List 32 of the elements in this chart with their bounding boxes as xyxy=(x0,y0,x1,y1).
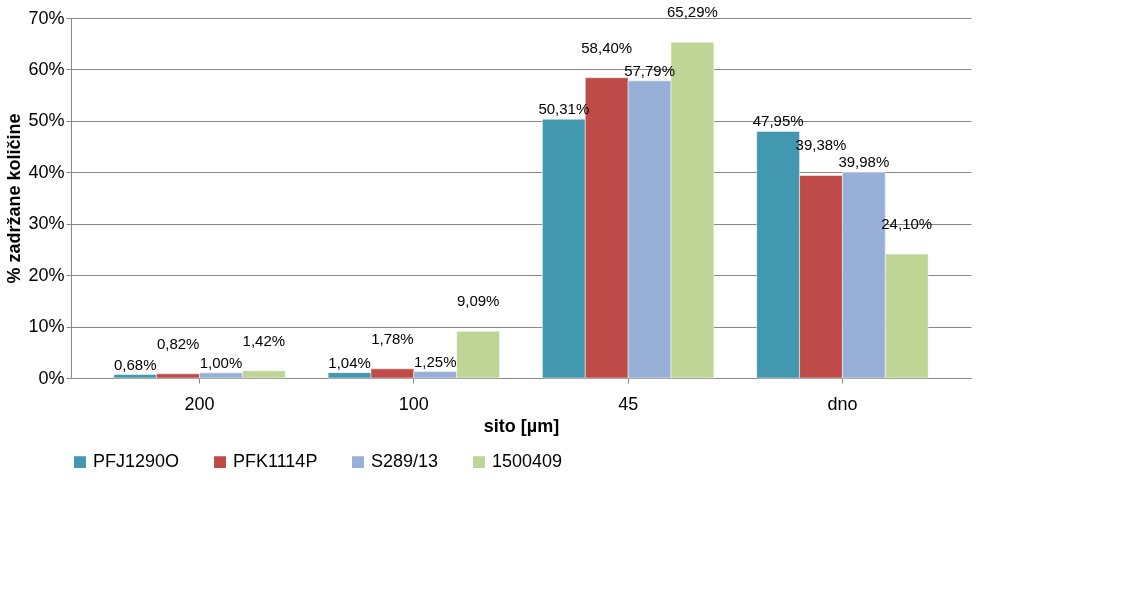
data-label: 57,79% xyxy=(624,61,676,79)
data-label: 0,68% xyxy=(114,355,157,373)
data-label: 47,95% xyxy=(752,112,804,130)
data-label: 1,00% xyxy=(199,353,243,371)
x-tick-label: 45 xyxy=(618,393,639,414)
data-label: 24,10% xyxy=(881,215,933,233)
y-tick-label: 50% xyxy=(28,110,65,131)
legend-label: S289/13 xyxy=(371,451,439,472)
legend-label: 1500409 xyxy=(492,451,563,472)
x-tick-label: dno xyxy=(827,393,858,414)
y-axis-title: % zadržane količine xyxy=(4,113,25,284)
y-tick-label: 60% xyxy=(28,58,65,79)
data-label: 9,09% xyxy=(456,292,500,310)
y-tick-label: 40% xyxy=(28,161,65,182)
data-label: 39,98% xyxy=(838,153,890,171)
y-tick-label: 0% xyxy=(38,367,65,388)
data-label: 1,42% xyxy=(242,331,286,349)
y-tick-label: 30% xyxy=(28,213,65,234)
data-label: 65,29% xyxy=(666,3,718,21)
x-axis-title: sito [µm] xyxy=(483,415,560,436)
data-label: 1,04% xyxy=(328,353,371,371)
data-label: 1,78% xyxy=(371,329,414,347)
x-tick-label: 100 xyxy=(398,393,429,414)
data-label: 1,25% xyxy=(414,352,457,370)
y-tick-label: 20% xyxy=(28,264,65,285)
legend-label: PFJ1290O xyxy=(93,451,180,472)
x-tick-label: 200 xyxy=(184,393,215,414)
y-tick-label: 10% xyxy=(28,316,65,337)
data-label: 58,40% xyxy=(581,38,633,56)
legend-label: PFK1114P xyxy=(233,451,318,472)
data-label: 0,82% xyxy=(156,334,200,352)
y-tick-label: 70% xyxy=(28,7,65,28)
